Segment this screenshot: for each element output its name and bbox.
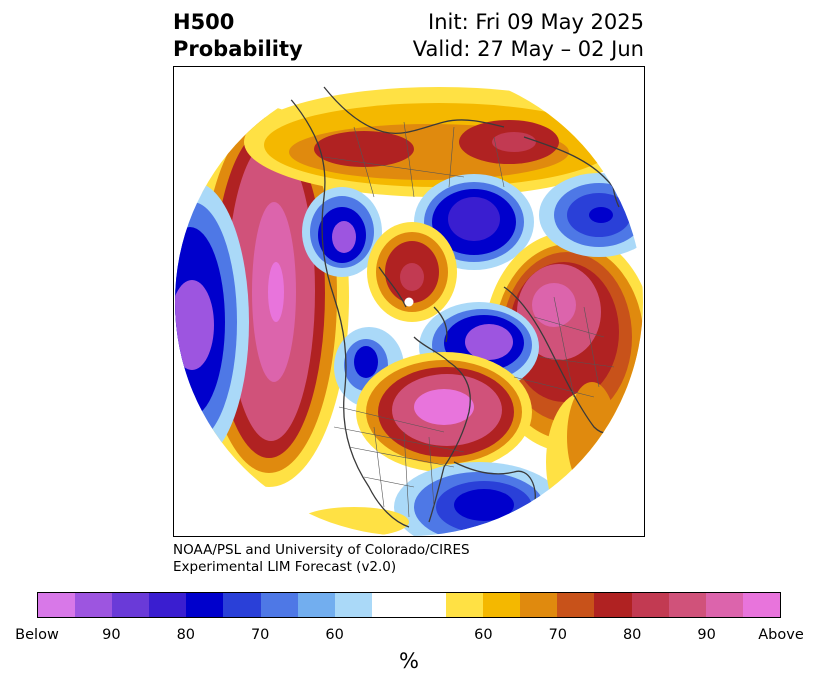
colorbar-segment — [149, 593, 187, 617]
title-right: Init: Fri 09 May 2025 Valid: 27 May – 02… — [413, 9, 644, 63]
colorbar-segment — [334, 593, 372, 617]
colorbar-segment — [38, 593, 76, 617]
init-date: Init: Fri 09 May 2025 — [428, 10, 644, 34]
credit-organization: NOAA/PSL and University of Colorado/CIRE… — [173, 542, 470, 558]
anomaly-below-arctic-west — [302, 187, 382, 277]
title-field: Probability — [173, 37, 303, 61]
title-variable: H500 — [173, 10, 235, 34]
colorbar-segment — [742, 593, 780, 617]
colorbar-segment — [520, 593, 558, 617]
colorbar-tick-label: 60 — [325, 627, 344, 643]
polar-map-svg — [175, 86, 643, 536]
colorbar-tick-label: 90 — [102, 627, 121, 643]
colorbar-segment — [75, 593, 113, 617]
valid-range: Valid: 27 May – 02 Jun — [412, 37, 644, 61]
anomaly-above-pole — [367, 222, 457, 322]
colorbar-segment — [371, 593, 447, 617]
colorbar-unit: % — [399, 649, 419, 673]
colorbar-segment — [631, 593, 669, 617]
colorbar-segment — [112, 593, 150, 617]
colorbar-segment — [223, 593, 261, 617]
colorbar-segment — [668, 593, 706, 617]
colorbar-segment — [557, 593, 595, 617]
colorbar-segment — [297, 593, 335, 617]
anomaly-below-gulf — [394, 462, 564, 536]
colorbar — [37, 592, 781, 618]
probability-map — [173, 66, 645, 537]
anomaly-above-south — [299, 507, 409, 536]
anomaly-above-europe — [484, 232, 643, 452]
anomaly-above-north — [244, 87, 634, 197]
colorbar-tick-label: 90 — [697, 627, 716, 643]
colorbar-tick-label: 70 — [250, 627, 270, 643]
anomaly-below-west — [175, 182, 249, 462]
colorbar-segment — [186, 593, 224, 617]
colorbar-segment — [446, 593, 484, 617]
colorbar-segment — [260, 593, 298, 617]
colorbar-segment — [705, 593, 743, 617]
colorbar-tick-label: 70 — [548, 627, 568, 643]
credit-model: Experimental LIM Forecast (v2.0) — [173, 559, 397, 575]
colorbar-tick-label: Above — [758, 627, 804, 643]
pole-marker — [404, 297, 414, 307]
anomaly-above-southeast-core — [567, 382, 617, 492]
forecast-field — [175, 87, 643, 536]
colorbar-tick-label: 60 — [474, 627, 493, 643]
title-left: H500 Probability — [173, 9, 303, 63]
credit: NOAA/PSL and University of Colorado/CIRE… — [173, 542, 470, 576]
anomaly-above-east-america — [356, 352, 532, 472]
colorbar-tick-label: 80 — [176, 627, 196, 643]
colorbar-tick-label: Below — [15, 627, 59, 643]
colorbar-segment — [594, 593, 632, 617]
colorbar-segment — [483, 593, 521, 617]
colorbar-tick-label: 80 — [622, 627, 642, 643]
